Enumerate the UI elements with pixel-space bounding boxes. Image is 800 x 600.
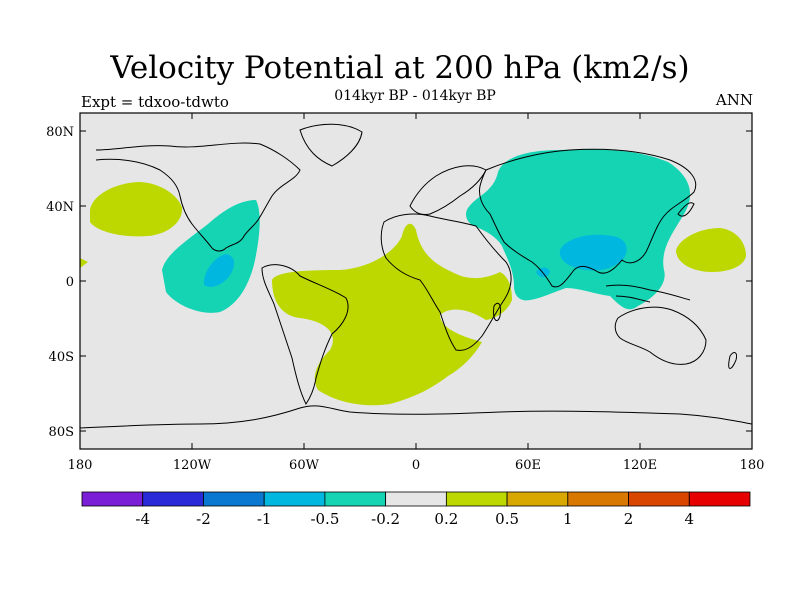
colorbar-swatch (81, 491, 144, 507)
colorbar-swatch (142, 491, 204, 507)
contour-east-pacific-core (203, 254, 235, 287)
colorbar: -4 -2 -1 -0.5 -0.2 0.2 0.5 1 2 4 (81, 491, 751, 528)
contour-north-pacific (90, 182, 183, 237)
contour-asia-teal (466, 149, 691, 310)
lat-label-0: 0 (66, 275, 74, 290)
colorbar-label: 0.5 (495, 510, 519, 528)
coast-south-america (261, 264, 349, 405)
contour-west-pacific (676, 228, 746, 272)
lon-tick-labels: 180 120W 60W 0 60E 120E 180 (68, 458, 765, 473)
coast-asia (479, 148, 697, 288)
colorbar-label: 0.2 (434, 510, 458, 528)
colorbar-swatch (445, 491, 508, 507)
colorbar-swatch (263, 491, 326, 507)
coastlines (79, 123, 753, 429)
contour-dateline-west (80, 258, 88, 268)
map-title: Velocity Potential at 200 hPa (km2/s) (110, 50, 690, 86)
lon-label-180e: 180 (740, 458, 765, 473)
lat-label-80s: 80S (49, 425, 74, 440)
lon-label-180w: 180 (68, 458, 93, 473)
lon-label-60w: 60W (289, 458, 320, 473)
coast-australia (614, 306, 707, 365)
contour-east-pacific (162, 200, 260, 313)
coast-new-zealand (728, 352, 737, 369)
coast-europe (409, 165, 487, 215)
coast-africa (380, 213, 512, 351)
colorbar-label: 2 (624, 510, 634, 528)
colorbar-swatch (628, 491, 690, 507)
colorbar-swatch (324, 491, 387, 507)
contour-asia-core (559, 234, 627, 271)
lon-label-120e: 120E (623, 458, 657, 473)
coast-antarctica (79, 405, 753, 429)
coast-madagascar (493, 302, 501, 322)
contour-atlantic-green (272, 223, 512, 406)
coast-japan (677, 202, 695, 217)
contour-fills (80, 149, 746, 406)
season-label: ANN (715, 91, 753, 109)
colorbar-swatch (203, 491, 265, 507)
colorbar-label: -1 (257, 510, 272, 528)
colorbar-label: 4 (684, 510, 694, 528)
lon-label-0: 0 (412, 458, 420, 473)
colorbar-label: -2 (196, 510, 211, 528)
colorbar-label: -4 (135, 510, 150, 528)
coast-north-america (95, 142, 301, 252)
colorbar-label: -0.5 (310, 510, 339, 528)
colorbar-label: -0.2 (371, 510, 400, 528)
lat-tick-labels: 80N 40N 0 40S 80S (46, 125, 74, 440)
colorbar-swatch (506, 491, 569, 507)
lon-ticks (191, 113, 641, 449)
lon-label-120w: 120W (173, 458, 212, 473)
lat-label-40s: 40S (49, 350, 74, 365)
coast-indonesia (605, 284, 691, 303)
colorbar-label: 1 (563, 510, 573, 528)
colorbar-swatch (567, 491, 629, 507)
map-subtitle: 014kyr BP - 014kyr BP (334, 88, 496, 104)
experiment-label: Expt = tdxoo-tdwto (81, 93, 229, 111)
lat-label-80n: 80N (46, 125, 74, 140)
colorbar-swatch (688, 491, 751, 507)
lat-ticks (80, 130, 752, 432)
lon-label-60e: 60E (515, 458, 541, 473)
lat-label-40n: 40N (46, 200, 74, 215)
colorbar-swatch (385, 491, 447, 507)
coast-greenland (299, 123, 363, 167)
